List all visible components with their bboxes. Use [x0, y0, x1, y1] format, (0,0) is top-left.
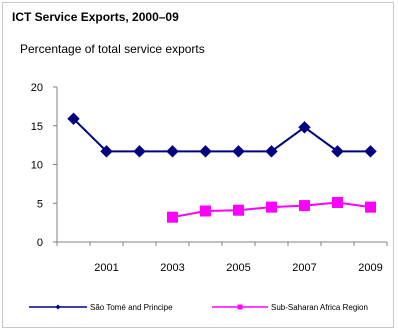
x-tick-label: 2009	[358, 262, 382, 274]
axes: 0 5 10 15 20 2001 2003 2005 2007 2009	[31, 82, 388, 274]
data-point	[199, 145, 212, 158]
legend-marker	[55, 304, 61, 310]
legend-label: São Tomé and Principe	[90, 303, 173, 312]
data-point	[67, 112, 80, 125]
series-layer	[67, 112, 377, 223]
data-point	[332, 196, 343, 208]
y-tick-label: 10	[31, 160, 43, 172]
legend-label: Sub-Saharan Africa Region	[271, 303, 368, 312]
data-point	[266, 201, 277, 213]
y-tick-label: 15	[31, 121, 43, 133]
series-1	[67, 112, 377, 158]
x-tick-label: 2007	[292, 262, 316, 274]
x-tick-label: 2005	[226, 262, 250, 274]
data-point	[133, 145, 146, 158]
y-tick-label: 5	[37, 198, 43, 210]
data-point	[167, 211, 178, 223]
legend-entry-2: Sub-Saharan Africa Region	[212, 303, 368, 312]
chart-frame	[2, 2, 394, 328]
series-2	[167, 196, 376, 223]
x-tick-label: 2003	[160, 262, 184, 274]
data-point	[331, 145, 344, 158]
data-point	[166, 145, 179, 158]
chart-title: ICT Service Exports, 2000–09	[12, 10, 179, 24]
data-point	[100, 145, 113, 158]
y-tick-label: 0	[37, 237, 43, 249]
legend-entry-1: São Tomé and Principe	[29, 303, 173, 312]
data-point	[200, 205, 211, 217]
data-point	[232, 145, 245, 158]
data-point	[299, 200, 310, 212]
data-point	[364, 145, 377, 158]
y-tick-label: 20	[31, 82, 43, 94]
data-point	[298, 121, 311, 134]
data-point	[233, 204, 244, 216]
x-tick-label: 2001	[94, 262, 118, 274]
legend-marker	[237, 304, 243, 310]
chart-subtitle: Percentage of total service exports	[20, 42, 205, 56]
data-point	[265, 145, 278, 158]
series-line	[72, 118, 371, 153]
data-point	[365, 201, 376, 213]
legend: São Tomé and Principe Sub-Saharan Africa …	[29, 303, 368, 312]
